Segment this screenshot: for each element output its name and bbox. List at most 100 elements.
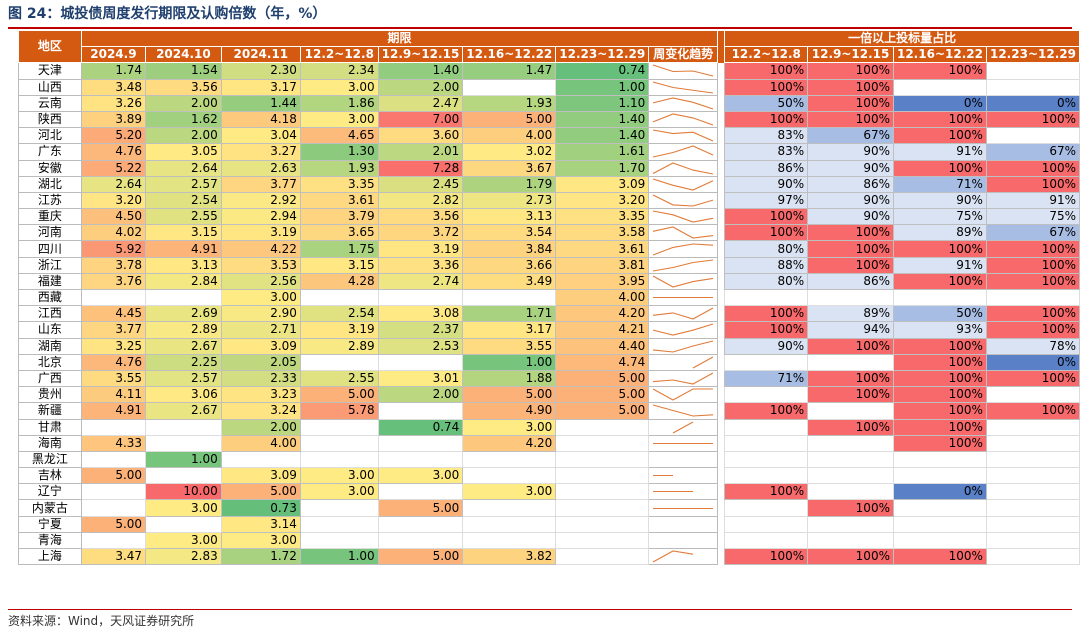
term-cell [462,499,557,517]
ratio-cell [807,483,894,501]
ratio-cell: 91% [985,191,1080,210]
term-cell [145,418,222,436]
ratio-cell [985,386,1080,404]
term-cell: 1.00 [299,547,379,566]
term-cell: 4.00 [555,288,650,307]
term-cell: 5.00 [555,369,650,388]
ratio-cell [985,62,1080,80]
term-cell: 3.67 [462,159,557,177]
term-cell: 2.89 [145,321,222,339]
term-cell [299,353,379,371]
term-cell: 2.54 [299,305,379,323]
trend-sparkline [653,442,714,444]
ratio-cell: 100% [724,321,809,339]
trend-sparkline-cell [648,159,719,177]
term-cell: 3.13 [462,208,557,226]
ratio-cell: 100% [985,256,1080,274]
term-cell: 2.94 [220,208,301,226]
ratio-cell: 97% [724,191,809,210]
term-cell: 3.36 [377,256,464,274]
region-cell: 宁夏 [18,515,82,533]
term-cell [145,434,222,452]
term-cell: 2.64 [145,159,222,177]
ratio-cell: 90% [892,191,987,210]
term-cell: 1.93 [299,159,379,177]
trend-line [653,307,714,320]
trend-line [653,97,714,110]
term-cell: 1.62 [145,110,222,129]
term-cell: 2.30 [220,62,301,80]
ratio-cell: 90% [807,191,894,210]
term-cell [377,450,464,469]
ratio-cell: 100% [724,305,809,323]
term-cell: 1.10 [555,94,650,112]
term-cell: 3.00 [299,110,379,129]
term-cell: 2.00 [145,94,222,112]
ratio-cell [807,450,894,469]
ratio-cell [724,450,809,469]
ratio-cell: 100% [807,110,894,129]
column-spacer [717,208,725,225]
term-cell: 3.72 [377,224,464,242]
trend-sparkline-cell [648,547,719,566]
trend-sparkline [653,372,714,385]
term-cell: 3.56 [145,78,222,96]
term-cell: 3.09 [220,337,301,355]
term-cell: 2.57 [145,175,222,193]
ratio-cell: 90% [807,208,894,226]
ratio-cell [892,499,987,517]
ratio-cell: 91% [892,143,987,161]
ratio-cell: 71% [724,369,809,388]
table-row: 甘肃 2.00 0.74 3.00 100% 100% [18,418,1080,436]
term-cell: 1.93 [462,94,557,112]
region-cell: 山西 [18,78,82,96]
term-col-header: 12.2~12.8 [299,46,379,64]
region-cell: 江苏 [18,191,82,210]
term-cell: 4.76 [80,143,147,161]
term-cell: 3.61 [299,191,379,210]
column-spacer [717,224,725,241]
term-cell: 2.73 [462,191,557,210]
term-cell [462,515,557,533]
region-header: 地区 [18,29,82,64]
trend-sparkline-cell [648,175,719,193]
trend-sparkline [653,491,694,493]
term-cell: 2.01 [377,143,464,161]
term-cell: 3.61 [555,240,650,258]
ratio-cell: 100% [892,159,987,177]
trend-sparkline [653,297,714,299]
term-cell: 2.56 [220,272,301,291]
term-cell: 2.64 [80,175,147,193]
term-cell [299,450,379,469]
ratio-cell: 78% [985,337,1080,355]
term-cell: 4.90 [462,402,557,420]
ratio-group-header: 一倍以上投标量占比 [724,29,1080,48]
term-cell: 5.00 [299,386,379,404]
ratio-cell: 100% [892,127,987,145]
ratio-cell: 67% [985,224,1080,242]
term-cell: 4.20 [555,305,650,323]
region-cell: 浙江 [18,256,82,274]
column-spacer [717,451,725,468]
term-cell [220,450,301,469]
trend-sparkline [653,323,714,337]
trend-line [653,178,714,191]
trend-line [652,388,714,401]
trend-sparkline [653,210,714,223]
trend-line [653,340,714,353]
term-cell: 4.00 [220,434,301,452]
term-cell [80,531,147,550]
term-cell: 2.00 [377,386,464,404]
term-col-header: 2024.11 [220,46,301,64]
region-cell: 内蒙古 [18,499,82,517]
term-cell: 3.23 [220,386,301,404]
term-cell: 3.19 [220,224,301,242]
figure-title: 图 24：城投债周度发行期限及认购倍数（年，%） [8,6,327,22]
ratio-cell [892,78,987,96]
term-cell: 4.18 [220,110,301,129]
ratio-cell [985,547,1080,566]
term-cell: 2.54 [145,191,222,210]
trend-sparkline-cell [648,110,719,129]
term-cell [462,450,557,469]
term-cell: 3.06 [145,386,222,404]
